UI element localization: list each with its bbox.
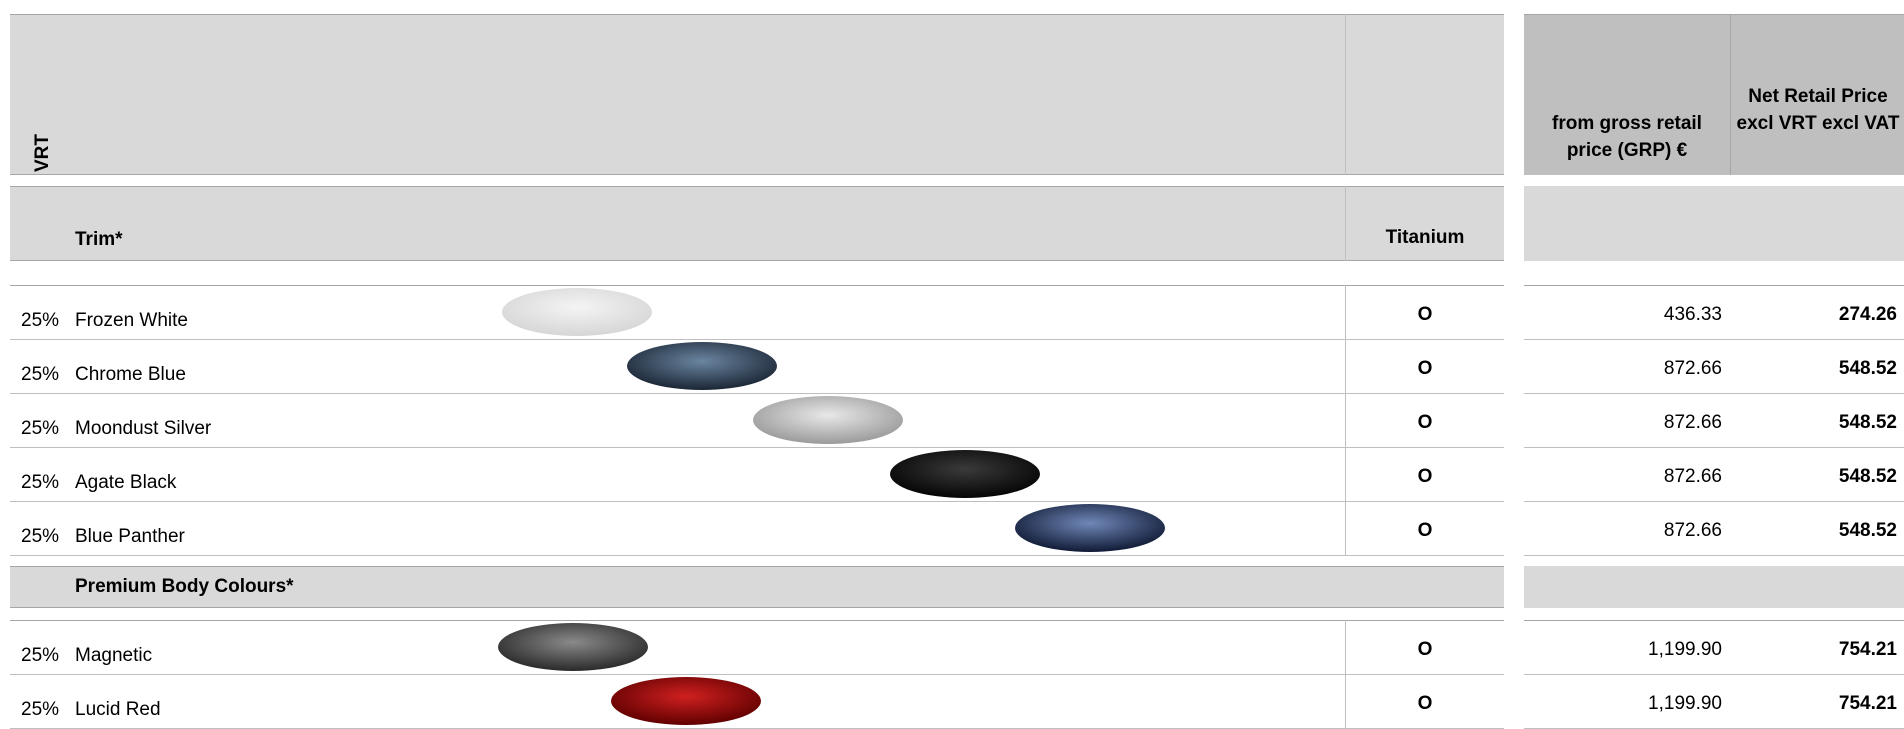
hline	[10, 447, 1504, 448]
grp-price: 436.33	[1663, 304, 1722, 325]
net-price: 754.21	[1838, 639, 1897, 660]
net-price: 754.21	[1838, 693, 1897, 714]
divider	[1345, 674, 1346, 728]
grp-price: 1,199.90	[1648, 639, 1722, 660]
hline	[10, 620, 1504, 621]
section-title: Premium Body Colours*	[75, 576, 294, 597]
section-band	[1524, 566, 1904, 608]
titanium-mark: O	[1417, 412, 1433, 433]
vrt-rate: 25%	[21, 364, 60, 385]
vrt-rate: 25%	[21, 526, 60, 547]
colour-swatch	[1015, 504, 1165, 552]
column-header: Titanium	[1385, 227, 1465, 248]
hline	[1524, 620, 1904, 621]
colour-name: Frozen White	[75, 310, 188, 331]
net-header: Net Retail Price excl VRT excl VAT	[1736, 86, 1900, 134]
grp-price: 872.66	[1663, 358, 1722, 379]
divider	[1345, 447, 1346, 501]
price-header-band	[1524, 14, 1904, 175]
colour-swatch	[502, 288, 652, 336]
colour-swatch	[890, 450, 1040, 498]
hline	[10, 393, 1504, 394]
vrt-rate: 25%	[21, 472, 60, 493]
divider	[1345, 393, 1346, 447]
hline	[1524, 285, 1904, 286]
grp-header: from gross retail price (GRP) €	[1552, 113, 1702, 161]
grp-price: 872.66	[1663, 466, 1722, 487]
grp-price: 872.66	[1663, 412, 1722, 433]
divider	[1345, 501, 1346, 555]
vrt-rate: 25%	[21, 699, 60, 720]
colour-name: Agate Black	[75, 472, 177, 493]
divider	[1345, 339, 1346, 393]
hline	[1524, 393, 1904, 394]
titanium-mark: O	[1417, 304, 1433, 325]
hline	[10, 555, 1504, 556]
colour-name: Blue Panther	[75, 526, 185, 547]
vrt-rate: 25%	[21, 310, 60, 331]
grp-price: 872.66	[1663, 520, 1722, 541]
titanium-mark: O	[1417, 520, 1433, 541]
vrt-rate: 25%	[21, 418, 60, 439]
hline	[1524, 555, 1904, 556]
titanium-mark: O	[1417, 639, 1433, 660]
titanium-mark: O	[1417, 358, 1433, 379]
colour-name: Chrome Blue	[75, 364, 186, 385]
section-band	[1524, 186, 1904, 261]
net-price: 548.52	[1838, 358, 1897, 379]
hline	[10, 285, 1504, 286]
titanium-mark: O	[1417, 466, 1433, 487]
hline	[1524, 339, 1904, 340]
divider	[1730, 14, 1731, 175]
hline	[1524, 501, 1904, 502]
grp-price: 1,199.90	[1648, 693, 1722, 714]
hline	[10, 339, 1504, 340]
colour-name: Lucid Red	[75, 699, 161, 720]
hline	[1524, 674, 1904, 675]
hline	[1524, 447, 1904, 448]
divider	[1345, 285, 1346, 339]
net-price: 274.26	[1838, 304, 1897, 325]
colour-swatch	[627, 342, 777, 390]
net-price: 548.52	[1838, 520, 1897, 541]
divider	[1345, 186, 1346, 261]
section-band	[10, 566, 1504, 608]
divider	[1345, 14, 1346, 175]
colour-swatch	[753, 396, 903, 444]
section-band	[10, 186, 1504, 261]
hline	[10, 674, 1504, 675]
colour-name: Moondust Silver	[75, 418, 212, 439]
hline	[10, 501, 1504, 502]
net-price: 548.52	[1838, 466, 1897, 487]
section-title: Trim*	[75, 229, 123, 250]
colour-swatch	[498, 623, 648, 671]
header-band	[10, 14, 1504, 175]
titanium-mark: O	[1417, 693, 1433, 714]
net-price: 548.52	[1838, 412, 1897, 433]
vrt-rate: 25%	[21, 645, 60, 666]
colour-swatch	[611, 677, 761, 725]
colour-name: Magnetic	[75, 645, 153, 666]
divider	[1345, 620, 1346, 674]
